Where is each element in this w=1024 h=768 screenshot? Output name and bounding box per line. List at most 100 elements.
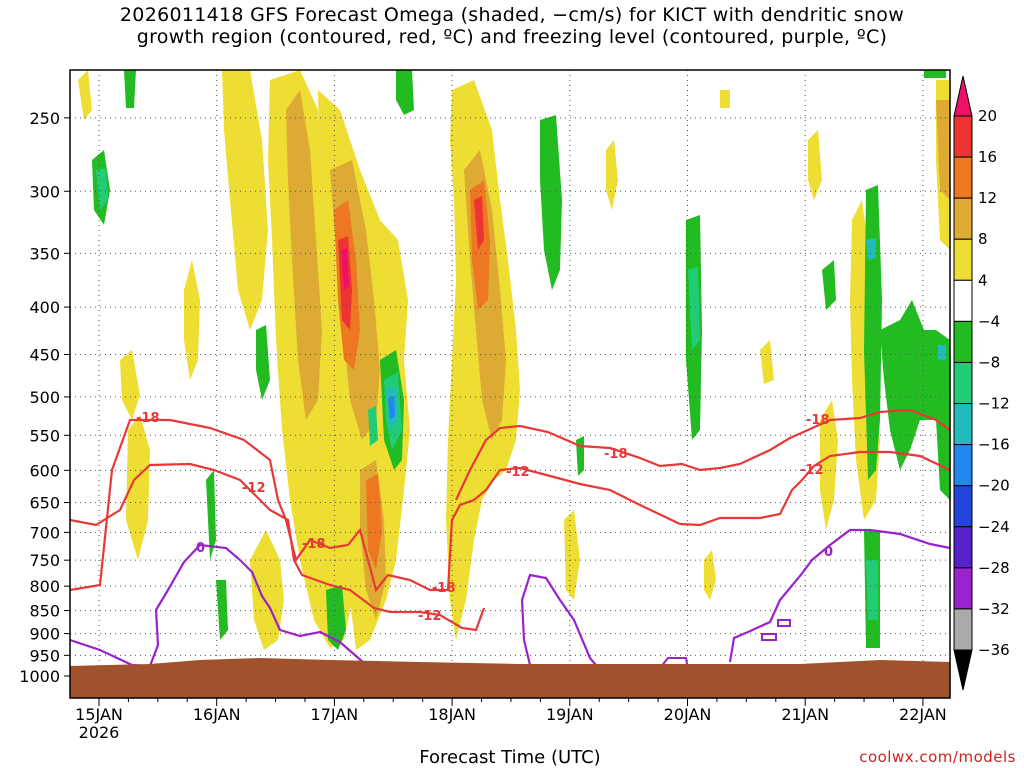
omega-region-green [822,260,836,310]
omega-region-yellow [760,340,774,384]
chart-title: 2026011418 GFS Forecast Omega (shaded, −… [0,4,1024,48]
omega-region-gold [936,100,950,200]
colorbar-label: −32 [978,600,1010,618]
omega-region-red [474,196,484,250]
omega-region-yellow [78,70,92,120]
omega-region-yellow [606,140,618,210]
x-tick-label: 16JAN [193,705,241,724]
omega-region-yellow [120,350,140,420]
contour-red-minus12-left [70,462,486,632]
colorbar-label: −16 [978,436,1010,454]
chart-title-line1: 2026011418 GFS Forecast Omega (shaded, −… [119,4,905,26]
colorbar-label: −28 [978,559,1010,577]
omega-shading [78,70,950,650]
x-tick-label: 22JAN [899,705,947,724]
y-tick-label: 800 [29,577,60,596]
contour-labels: -18 -12 -18 -18 -12 -12 -18 -18 -12 0 0 [136,411,833,624]
omega-region-cyan [938,345,946,360]
colorbar-label: −24 [978,518,1010,536]
omega-region-green [540,115,562,290]
colorbar-top-triangle [953,75,973,117]
contour-red-minus18-mid [455,408,950,501]
colorbar: 20 16 12 8 4 −4 −8 −12 −16 −20 −24 −28 −32 −36 [953,75,1010,691]
contour-label: -18 [136,411,160,426]
colorbar-label: −36 [978,641,1010,659]
contour-purple-zero-blip2 [761,633,777,641]
x-tick-label: 17JAN [311,705,359,724]
y-tick-label: 950 [29,646,60,665]
colorbar-bin [953,608,973,651]
x-axis: 15JAN 16JAN 17JAN 18JAN 19JAN 20JAN 21JAN 22JAN… [75,698,947,742]
contour-label: -18 [806,413,830,428]
omega-region-blue [388,396,395,420]
x-tick-label: 19JAN [546,705,594,724]
colorbar-label: −4 [978,312,1000,330]
omega-region-magenta [341,248,349,290]
colorbar-bin [953,403,973,446]
y-tick-label: 350 [29,244,60,263]
x-axis-title: Forecast Time (UTC) [419,747,601,768]
omega-region-green [396,70,414,115]
omega-region-yellow [808,130,822,200]
contour-label: -12 [242,481,266,496]
y-tick-label: 900 [29,625,60,644]
contour-purple-zero-right [728,528,950,663]
y-tick-label: 450 [29,346,60,365]
y-tick-label: 600 [29,461,60,480]
y-tick-label: 550 [29,426,60,445]
contour-label: -12 [800,463,824,478]
contour-purple-zero-left [70,543,371,669]
y-axis: 250 300 350 400 450 500 550 600 650 700 750 800 850 9… [19,109,70,686]
omega-region-green [326,585,346,650]
omega-region-cyan [866,238,876,260]
omega-region-orange [366,474,382,570]
chart-title-line2: growth region (contoured, red, ºC) and f… [136,26,888,48]
site-credit: coolwx.com/models [859,748,1016,766]
omega-region-teal [368,406,378,446]
colorbar-bin [953,526,973,569]
contour-purple-zero-mid [520,573,601,671]
colorbar-bin [953,444,973,487]
contour-label: -12 [418,609,442,624]
colorbar-bin [953,567,973,610]
colorbar-label: 4 [978,271,988,289]
colorbar-label: −12 [978,395,1010,413]
omega-region-yellow [820,400,838,530]
y-tick-label: 650 [29,494,60,513]
colorbar-label: 12 [978,189,997,207]
contour-purple-zero-blip3 [777,619,791,627]
contour-label: 0 [824,545,833,560]
omega-region-teal [688,266,700,350]
contour-label: -12 [506,465,530,480]
x-tick-label: 15JAN [75,705,123,724]
contour-label: 0 [196,541,205,556]
omega-region-green [124,70,136,108]
y-tick-label: 500 [29,388,60,407]
grid-lines [70,70,950,698]
y-tick-label: 700 [29,523,60,542]
colorbar-bin [953,361,973,405]
x-tick-label: 20JAN [664,705,712,724]
omega-region-teal [866,560,878,620]
colorbar-bin [953,485,973,528]
omega-region-green [924,70,946,78]
contour-red-minus18-left [70,418,448,593]
colorbar-bottom-triangle [953,649,973,691]
omega-region-green [216,580,228,640]
omega-region-yellow [184,260,200,380]
colorbar-bin [953,197,973,240]
omega-region-teal [96,168,108,210]
y-tick-label: 400 [29,298,60,317]
y-tick-label: 850 [29,602,60,621]
omega-region-yellow [704,550,716,600]
contour-label: -18 [302,537,326,552]
omega-region-gold [286,90,322,420]
colorbar-label: 8 [978,230,988,248]
colorbar-bin [953,279,973,322]
y-tick-label: 750 [29,551,60,570]
x-tick-label: 21JAN [781,705,829,724]
colorbar-bin [953,320,973,363]
omega-region-yellow [720,90,730,108]
colorbar-bin [953,156,973,199]
